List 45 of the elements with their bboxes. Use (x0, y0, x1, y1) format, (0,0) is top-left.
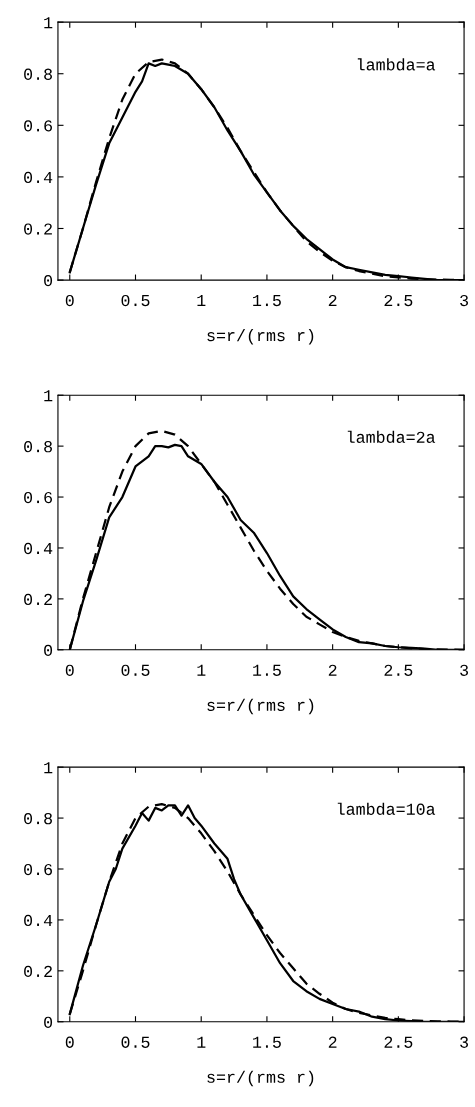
annotation: lambda=10a (337, 802, 436, 815)
x-tick-label: 1.5 (253, 1036, 281, 1048)
x-tick-label: 2 (328, 1036, 337, 1048)
x-axis-title: s=r/(rms r) (207, 1070, 314, 1087)
y-tick-label: 0 (44, 1016, 53, 1028)
y-tick-label: 0.6 (24, 491, 52, 504)
x-tick-label: 3 (460, 294, 469, 307)
x-axis-title: s=r/(rms r) (207, 328, 314, 345)
y-tick-label: 0.4 (24, 914, 53, 927)
annotation: lambda=2a (347, 430, 436, 443)
x-tick-label: 2.5 (384, 1036, 413, 1048)
y-tick-label: 0.2 (24, 223, 52, 235)
y-tick-label: 1 (44, 17, 53, 29)
y-tick-label: 0.6 (24, 863, 52, 876)
x-tick-label: 2.5 (384, 664, 413, 676)
y-tick-label: 0.8 (24, 441, 52, 453)
annotation: lambda=a (357, 58, 436, 71)
y-tick-label: 0.2 (24, 965, 52, 978)
x-tick-label: 3 (460, 1036, 469, 1048)
x-tick-label: 1 (197, 295, 206, 307)
x-tick-label: 1.5 (253, 664, 281, 676)
y-tick-label: 1 (44, 390, 53, 402)
y-tick-label: 0.8 (24, 68, 52, 80)
y-tick-label: 0.4 (24, 171, 53, 184)
y-tick-label: 0.2 (24, 593, 52, 606)
y-tick-label: 1 (44, 762, 53, 774)
x-tick-label: 1.5 (253, 295, 281, 307)
x-tick-label: 2 (328, 294, 337, 307)
x-tick-label: 1 (197, 664, 206, 676)
x-tick-label: 0.5 (121, 664, 150, 676)
x-tick-label: 0.5 (121, 294, 150, 307)
y-tick-label: 0.8 (24, 812, 52, 825)
x-axis-title: s=r/(rms r) (207, 698, 314, 715)
y-tick-label: 0.4 (24, 542, 53, 555)
y-tick-label: 0.6 (24, 120, 52, 132)
x-tick-label: 2 (328, 664, 337, 676)
x-tick-label: 0 (65, 664, 74, 676)
y-tick-label: 0 (44, 274, 53, 287)
x-tick-label: 1 (197, 1036, 206, 1048)
y-tick-label: 0 (44, 644, 53, 657)
x-tick-label: 0 (65, 294, 74, 307)
x-tick-label: 2.5 (384, 294, 413, 307)
x-tick-label: 0 (65, 1036, 74, 1048)
x-tick-label: 0.5 (121, 1036, 150, 1048)
x-tick-label: 3 (460, 664, 469, 676)
